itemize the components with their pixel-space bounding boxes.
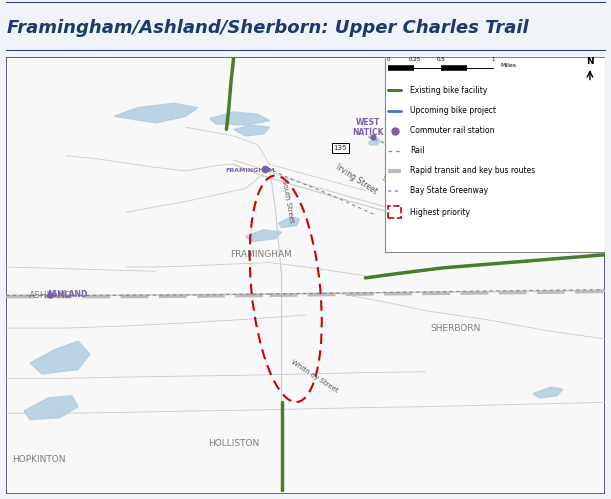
Text: South Street: South Street bbox=[281, 180, 295, 224]
Text: Rapid transit and key bus routes: Rapid transit and key bus routes bbox=[411, 166, 535, 176]
Text: ASHLAND: ASHLAND bbox=[47, 290, 88, 299]
Text: HOLLISTON: HOLLISTON bbox=[208, 439, 259, 448]
Polygon shape bbox=[233, 125, 269, 136]
Text: SHERBORN: SHERBORN bbox=[430, 323, 480, 333]
Text: Bay State Greenway: Bay State Greenway bbox=[411, 187, 488, 196]
Polygon shape bbox=[210, 112, 269, 125]
Text: FRAMINGHAM: FRAMINGHAM bbox=[225, 168, 276, 174]
Text: Framingham/Ashland/Sherborn: Upper Charles Trail: Framingham/Ashland/Sherborn: Upper Charl… bbox=[7, 18, 529, 36]
Bar bbox=[388, 206, 401, 219]
Text: N: N bbox=[586, 57, 594, 66]
Polygon shape bbox=[246, 230, 282, 242]
Text: ASHLAND: ASHLAND bbox=[29, 291, 73, 300]
Text: Commuter rail station: Commuter rail station bbox=[411, 126, 495, 135]
Bar bbox=[384, 57, 605, 251]
Text: 0: 0 bbox=[386, 57, 390, 62]
Polygon shape bbox=[533, 387, 563, 398]
Text: 1: 1 bbox=[491, 57, 495, 62]
Text: Waverly Street: Waverly Street bbox=[393, 150, 445, 188]
Text: Highest priority: Highest priority bbox=[411, 208, 470, 217]
Text: Upcoming bike project: Upcoming bike project bbox=[411, 106, 496, 115]
Polygon shape bbox=[30, 341, 90, 374]
Text: Irving Street: Irving Street bbox=[334, 163, 379, 197]
Text: Rail: Rail bbox=[411, 146, 425, 155]
Text: Sudbury Aqueduct Trail: Sudbury Aqueduct Trail bbox=[381, 175, 452, 224]
Text: Whitn ey Street: Whitn ey Street bbox=[290, 359, 339, 394]
Text: Miles: Miles bbox=[500, 62, 516, 67]
Text: Existing bike facility: Existing bike facility bbox=[411, 86, 488, 95]
Polygon shape bbox=[368, 138, 380, 145]
Text: 135: 135 bbox=[334, 145, 347, 151]
Text: 0.25: 0.25 bbox=[408, 57, 420, 62]
Polygon shape bbox=[24, 396, 78, 420]
Polygon shape bbox=[114, 103, 198, 123]
Text: FRAMINGHAM: FRAMINGHAM bbox=[230, 250, 291, 259]
Text: 0.5: 0.5 bbox=[436, 57, 445, 62]
Text: HOPKINTON: HOPKINTON bbox=[12, 455, 66, 464]
Polygon shape bbox=[279, 217, 299, 228]
Text: WEST
NATICK: WEST NATICK bbox=[353, 118, 384, 137]
